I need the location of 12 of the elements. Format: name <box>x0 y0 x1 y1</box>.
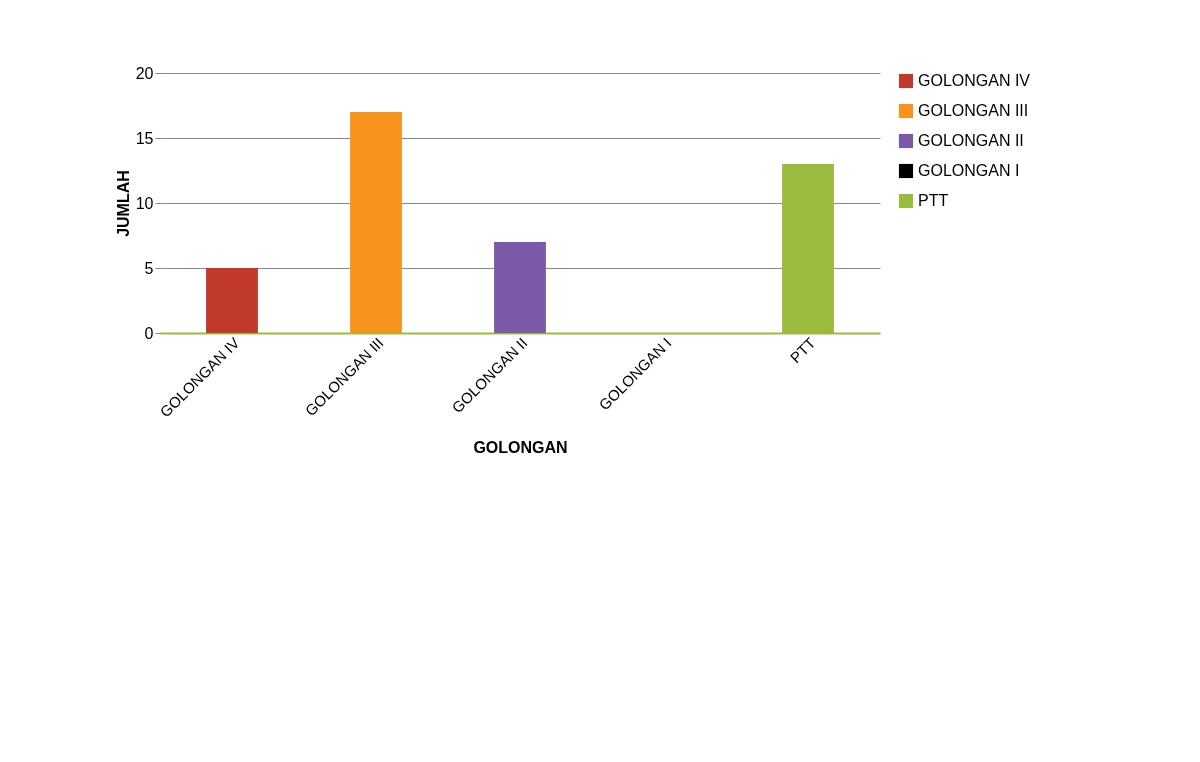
y-tick-label: 10 <box>135 194 154 212</box>
legend-label: GOLONGAN IV <box>918 72 1031 89</box>
legend-label: PTT <box>918 192 949 209</box>
x-axis-title: GOLONGAN <box>473 439 568 457</box>
legend-label: GOLONGAN III <box>918 102 1029 119</box>
y-axis-title: JUMLAH <box>114 170 132 237</box>
legend-label: GOLONGAN I <box>918 162 1020 179</box>
y-tick-label: 0 <box>144 324 154 342</box>
y-tick-label: 15 <box>135 129 154 147</box>
legend-label: GOLONGAN II <box>918 132 1024 149</box>
y-tick-label: 20 <box>135 64 154 82</box>
y-tick-label: 5 <box>144 259 154 277</box>
